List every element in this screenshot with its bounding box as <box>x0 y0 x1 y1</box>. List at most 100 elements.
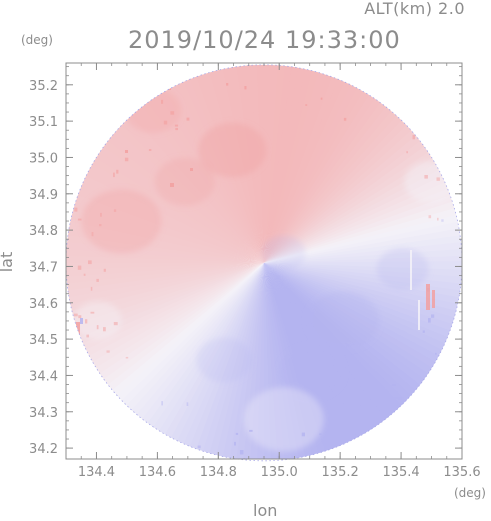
doppler-speck <box>148 149 152 151</box>
doppler-speck <box>338 431 341 436</box>
x-tick-label: 135.0 <box>261 465 298 480</box>
doppler-sector <box>264 64 286 263</box>
x-tick-label: 134.8 <box>200 465 237 480</box>
doppler-speck <box>437 217 439 221</box>
doppler-speck <box>301 432 305 437</box>
doppler-blob <box>125 88 182 133</box>
doppler-sector <box>264 116 410 263</box>
doppler-speck <box>235 432 239 435</box>
doppler-streak <box>426 284 430 310</box>
doppler-sector <box>264 126 419 263</box>
doppler-sector <box>109 262 264 400</box>
y-tick-label: 34.2 <box>29 442 58 457</box>
doppler-speck <box>170 111 175 115</box>
doppler-blob <box>81 189 162 254</box>
x-tick-label: 134.4 <box>78 465 115 480</box>
doppler-sector <box>264 262 462 312</box>
doppler-blob <box>376 248 429 290</box>
doppler-speck <box>422 330 425 333</box>
x-tick-label: 135.4 <box>382 465 419 480</box>
y-axis-unit: (deg) <box>21 33 53 47</box>
doppler-blob <box>279 346 344 398</box>
doppler-sector <box>89 262 264 372</box>
doppler-speck <box>74 207 78 212</box>
doppler-speck <box>91 232 94 237</box>
doppler-streak <box>418 300 420 330</box>
doppler-sector <box>66 255 264 265</box>
doppler-speck <box>77 218 82 221</box>
doppler-speck <box>428 215 432 219</box>
doppler-speck <box>441 219 444 222</box>
doppler-speck <box>161 99 164 104</box>
doppler-sector <box>85 262 264 366</box>
doppler-specks <box>74 83 444 459</box>
doppler-sector <box>264 74 347 263</box>
doppler-sector <box>264 87 372 263</box>
doppler-sector <box>264 83 365 263</box>
doppler-speck <box>96 278 99 282</box>
doppler-blob <box>196 337 253 383</box>
doppler-sectors <box>66 64 462 459</box>
doppler-speck <box>86 334 89 338</box>
doppler-sector <box>128 262 264 419</box>
doppler-streak <box>76 322 80 334</box>
doppler-sector <box>264 68 327 263</box>
y-tick-label: 34.8 <box>29 224 58 239</box>
doppler-sector <box>118 262 264 410</box>
doppler-sector <box>104 262 264 395</box>
x-axis-title: lon <box>253 501 278 520</box>
doppler-sector <box>264 70 334 263</box>
doppler-speck <box>391 383 396 386</box>
doppler-speck <box>373 389 377 391</box>
doppler-sector <box>264 98 389 263</box>
doppler-speck <box>406 151 408 154</box>
doppler-sector <box>264 262 459 326</box>
doppler-sector <box>84 161 264 263</box>
doppler-sector <box>264 160 443 263</box>
doppler-speck <box>388 402 392 407</box>
doppler-sector <box>123 262 265 415</box>
doppler-speck <box>234 441 236 446</box>
doppler-sector <box>91 149 265 263</box>
doppler-sector <box>264 94 383 263</box>
doppler-sector <box>264 106 400 263</box>
doppler-speck <box>319 433 322 435</box>
y-tick-label: 35.0 <box>29 151 58 166</box>
doppler-speck <box>113 209 117 212</box>
doppler-sector <box>264 131 424 263</box>
datetime-title: 2019/10/24 19:33:00 <box>128 26 401 54</box>
x-tick-label: 135.2 <box>322 465 359 480</box>
doppler-sector <box>262 64 272 263</box>
doppler-speck <box>343 117 347 121</box>
doppler-sector <box>264 72 340 263</box>
doppler-speck <box>125 356 129 359</box>
altitude-label: ALT(km) 2.0 <box>364 0 465 18</box>
y-tick-label: 35.1 <box>29 115 58 130</box>
doppler-speck <box>398 397 402 400</box>
doppler-speck <box>394 397 399 399</box>
doppler-sector <box>264 166 446 263</box>
doppler-sector <box>264 148 436 263</box>
doppler-sector <box>82 262 264 360</box>
axis-ticks <box>65 63 463 459</box>
doppler-sector <box>134 262 264 424</box>
doppler-speck <box>239 450 244 455</box>
doppler-sector <box>264 137 428 263</box>
doppler-streak <box>125 150 128 153</box>
doppler-speck <box>436 177 440 181</box>
doppler-speck <box>330 419 332 424</box>
y-tick-label: 34.9 <box>29 188 58 203</box>
x-tick-label: 135.6 <box>443 465 480 480</box>
x-axis-unit: (deg) <box>454 486 486 500</box>
doppler-streak <box>190 168 193 171</box>
doppler-speck <box>90 286 93 291</box>
doppler-sector <box>264 154 439 263</box>
doppler-sector <box>96 262 264 383</box>
doppler-speck <box>175 127 178 131</box>
doppler-speck <box>96 325 99 330</box>
doppler-speck <box>431 314 435 318</box>
doppler-sector <box>264 64 293 263</box>
doppler-speck <box>435 352 437 355</box>
doppler-speck <box>320 97 323 100</box>
doppler-speck <box>335 406 340 411</box>
